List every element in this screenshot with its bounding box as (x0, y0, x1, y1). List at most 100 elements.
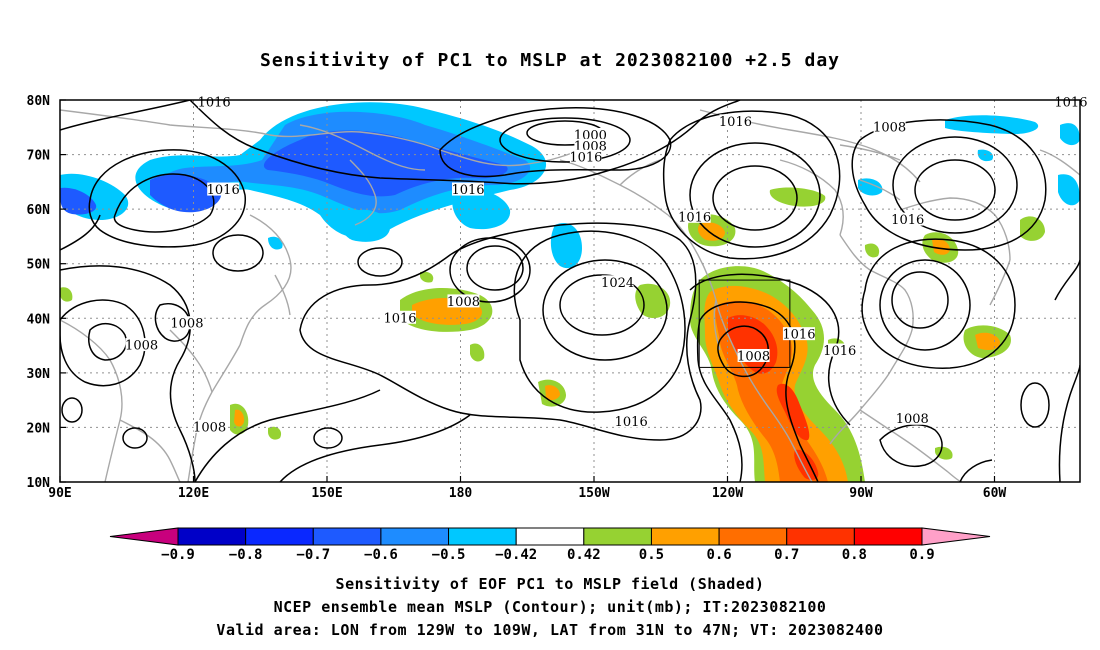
valid-area-box (698, 279, 791, 368)
lat-label: 80N (27, 94, 51, 109)
latitude-labels: 80N 70N 60N 50N 40N 30N 20N 10N (27, 94, 51, 491)
colorbar-label: 0.9 (909, 547, 934, 563)
contour-label: 1016 (207, 183, 240, 198)
colorbar-swatch (515, 527, 585, 546)
pos-region-atlantic-core (975, 332, 1000, 350)
mslp-contours (60, 100, 1080, 482)
caption-line-3: Valid area: LON from 129W to 109W, LAT f… (216, 621, 884, 639)
contour-label-bg (1054, 95, 1087, 109)
neg-region-east-5 (977, 149, 994, 162)
colorbar-low-arrow (109, 527, 179, 546)
pos-region-small-7 (420, 271, 434, 283)
contour-label-bg (207, 182, 240, 196)
contour-label-bg (615, 414, 648, 428)
contour-label-bg (601, 275, 634, 289)
lon-label: 120E (178, 486, 209, 501)
contour-label: 1016 (719, 115, 752, 130)
pos-region-main-red-2 (776, 383, 810, 441)
contour-label: 1008 (896, 412, 929, 427)
contour-label-bg (569, 149, 602, 163)
neg-region-east-6 (268, 236, 283, 250)
contour-label: 1008 (193, 420, 226, 435)
contour-label-bg (193, 419, 226, 433)
colorbar-labels: −0.9 −0.8 −0.7 −0.6 −0.5 −0.42 0.42 0.5 0.6 0.7 0.… (161, 547, 935, 563)
caption-line-1: Sensitivity of EOF PC1 to MSLP field (Sh… (335, 575, 765, 593)
lat-label: 10N (27, 476, 51, 491)
contour-label-bg (873, 119, 906, 133)
colorbar-label: −0.42 (495, 547, 537, 563)
contour-label: 1016 (782, 328, 815, 343)
contour-label-bg (198, 95, 231, 109)
contour-label-bg (719, 114, 752, 128)
lat-label: 20N (27, 421, 51, 436)
contour-label: 1008 (125, 339, 158, 354)
colorbar-label: 0.5 (639, 547, 664, 563)
pos-region-gulf (635, 283, 671, 319)
contour-label-bg (678, 209, 711, 223)
contour-label: 1016 (383, 311, 416, 326)
colorbar-label: 0.42 (567, 547, 601, 563)
contour-label: 1016 (1054, 96, 1087, 111)
neg-region-east-3 (1058, 174, 1080, 206)
contour-label-bg (384, 310, 416, 324)
lat-label: 30N (27, 367, 51, 382)
colorbar-swatch (448, 527, 517, 546)
contour-label: 1016 (823, 344, 856, 359)
contour-label: 1016 (198, 96, 231, 111)
longitude-labels: 90E 120E 150E 180 150W 120W 90W 60W (48, 486, 1006, 501)
pos-region-wpac-core (234, 409, 245, 427)
neg-region-east-arctic-2 (1060, 123, 1080, 146)
contour-label-bg (170, 316, 203, 330)
pos-region-main-red-3 (794, 449, 819, 480)
neg-region-mid-pacific (550, 222, 582, 269)
colorbar-swatch (380, 527, 450, 546)
colorbar-swatch (177, 527, 247, 546)
contour-label-bg (823, 343, 856, 357)
colorbar-label: −0.5 (432, 547, 466, 563)
colorbar-swatch (312, 527, 382, 546)
lon-label: 90W (849, 486, 873, 501)
contour-label: 1008 (170, 317, 203, 332)
contour-label-bg (574, 127, 607, 141)
contour-label-bg (125, 338, 158, 352)
colorbar-swatch (650, 527, 720, 546)
lat-label: 50N (27, 258, 51, 273)
contour-label: 1016 (891, 213, 924, 228)
contour-label-bg (782, 327, 815, 341)
contour-label-bg (737, 348, 770, 362)
neg-region-west-core (60, 187, 97, 215)
sensitivity-shading (60, 102, 1080, 482)
lon-label: 120W (712, 486, 743, 501)
pos-region-small-4 (864, 243, 880, 258)
contour-label-bg (891, 212, 924, 226)
contour-label: 1016 (569, 150, 602, 165)
contour-label: 1008 (873, 120, 906, 135)
contour-label: 1016 (615, 415, 648, 430)
plot-frame (59, 99, 1081, 483)
colorbar-label: −0.7 (296, 547, 330, 563)
contour-label-bg (574, 138, 607, 152)
colorbar-swatch (786, 527, 855, 546)
neg-region-arctic-strong (263, 130, 508, 197)
lat-label: 70N (27, 149, 51, 164)
lat-label: 60N (27, 203, 51, 218)
lon-label: 60W (983, 486, 1007, 501)
plot-title: Sensitivity of PC1 to MSLP at 2023082100… (259, 50, 840, 71)
colorbar-label: 0.6 (706, 547, 731, 563)
colorbar-label: 0.8 (842, 547, 867, 563)
lon-label: 150W (578, 486, 609, 501)
neg-region-east-4 (858, 178, 883, 196)
contour-label-bg (896, 411, 929, 425)
colorbar-swatch (245, 527, 314, 546)
colorbar-swatch (583, 527, 652, 546)
pos-region-small-3 (268, 426, 282, 440)
contour-label: 1024 (601, 276, 634, 291)
lon-label: 90E (48, 486, 71, 501)
contour-label: 1008 (737, 349, 770, 364)
pos-region-greenland (1020, 216, 1045, 241)
colorbar-swatch (853, 527, 923, 546)
colorbar-label: −0.9 (161, 547, 195, 563)
colorbar-label: −0.8 (229, 547, 263, 563)
